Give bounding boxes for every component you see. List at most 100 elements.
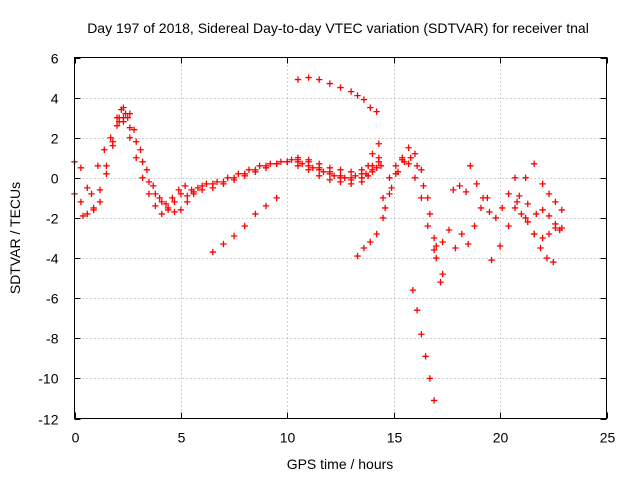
data-point — [505, 222, 512, 230]
data-point — [364, 172, 372, 180]
data-point — [177, 190, 185, 198]
data-point — [360, 96, 368, 103]
data-point — [220, 240, 227, 248]
data-point — [539, 234, 546, 242]
x-tick-label: 25 — [600, 430, 616, 446]
data-point — [294, 76, 302, 83]
data-point — [424, 222, 431, 230]
tick-labels: 0 5 10 15 20 25 -12 -10 -8 -6 -4 -2 0 2 4 6 — [38, 51, 615, 446]
data-point — [103, 162, 110, 169]
series-arc-8 — [294, 154, 383, 188]
data-point — [241, 222, 248, 230]
series-arc-14 — [409, 286, 438, 404]
data-point — [337, 84, 344, 91]
data-point — [524, 218, 531, 226]
series-arc-3 — [79, 110, 134, 220]
data-point — [109, 138, 117, 145]
data-point — [203, 180, 210, 188]
data-point — [130, 126, 138, 133]
data-point — [552, 198, 559, 206]
data-point — [499, 204, 506, 212]
data-point — [530, 230, 538, 238]
data-point — [513, 198, 521, 206]
data-point — [367, 238, 374, 246]
data-point — [388, 184, 395, 192]
data-point — [337, 172, 344, 180]
data-point — [294, 154, 302, 161]
data-point — [273, 194, 280, 202]
data-point — [522, 214, 529, 222]
data-point — [505, 190, 512, 198]
data-point — [252, 168, 259, 176]
data-point — [373, 164, 380, 172]
data-point — [126, 134, 134, 141]
data-point — [103, 170, 110, 178]
data-point — [426, 210, 434, 218]
data-point — [230, 232, 238, 240]
data-point — [558, 224, 566, 232]
series-arc-9 — [209, 194, 280, 256]
data-point — [367, 104, 374, 111]
y-axis-label: SDTVAR / TECUs — [7, 182, 23, 294]
data-point — [209, 184, 217, 192]
data-point — [118, 106, 125, 113]
data-point — [288, 156, 295, 163]
data-point — [316, 172, 323, 180]
data-point — [107, 134, 114, 141]
data-point — [450, 186, 457, 194]
data-point — [458, 230, 465, 238]
y-tick-label: -8 — [46, 331, 59, 347]
data-point — [530, 160, 538, 167]
data-point — [545, 190, 553, 198]
data-point — [413, 307, 421, 314]
data-point — [330, 172, 338, 180]
data-point — [524, 200, 531, 208]
y-tick-label: -6 — [46, 291, 59, 307]
series-arc-17 — [467, 162, 519, 222]
data-point — [379, 214, 387, 222]
data-point — [511, 204, 519, 212]
data-point — [492, 214, 500, 222]
data-point — [486, 208, 493, 216]
data-point — [369, 150, 376, 157]
data-point — [424, 194, 431, 202]
data-point — [294, 162, 302, 169]
data-point — [552, 224, 559, 232]
data-point — [188, 186, 195, 194]
data-point — [473, 180, 480, 188]
y-tick-label: 4 — [51, 91, 59, 107]
data-point — [113, 114, 121, 121]
data-point — [277, 158, 285, 165]
data-point — [273, 160, 280, 167]
data-point — [320, 168, 327, 176]
x-tick-label: 0 — [72, 430, 80, 446]
data-point — [145, 178, 153, 186]
data-point — [158, 198, 165, 206]
data-point — [156, 194, 163, 202]
grid — [74, 57, 607, 419]
data-point — [94, 162, 102, 169]
data-point — [464, 240, 472, 248]
data-point — [545, 230, 553, 238]
data-point — [175, 186, 182, 194]
data-point — [364, 162, 372, 169]
series-arc-15 — [433, 194, 491, 262]
data-point — [162, 200, 170, 208]
data-point — [405, 160, 412, 167]
data-point — [430, 234, 438, 242]
data-point — [220, 180, 227, 188]
data-point — [347, 180, 355, 188]
data-point — [347, 174, 355, 182]
data-point — [77, 198, 85, 206]
data-point — [405, 144, 412, 151]
series-arc-12 — [381, 154, 446, 278]
data-point — [373, 108, 380, 115]
data-point — [354, 252, 361, 260]
series-arc-16 — [450, 182, 470, 196]
data-point — [539, 206, 546, 214]
data-point — [386, 190, 393, 198]
data-point — [375, 154, 383, 161]
data-point — [326, 80, 334, 87]
data-point — [120, 118, 127, 125]
